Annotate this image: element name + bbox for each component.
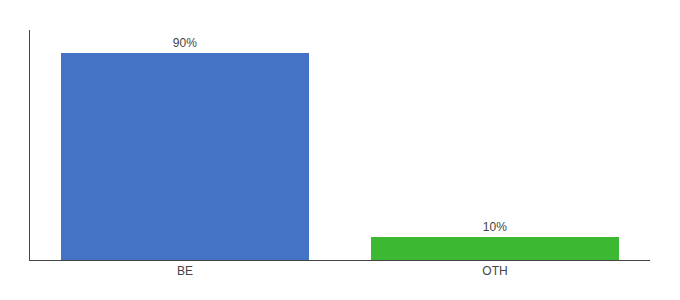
svg-text:10%: 10% — [483, 220, 507, 234]
svg-text:OTH: OTH — [482, 264, 507, 278]
svg-text:90%: 90% — [173, 36, 197, 50]
svg-text:BE: BE — [177, 264, 193, 278]
